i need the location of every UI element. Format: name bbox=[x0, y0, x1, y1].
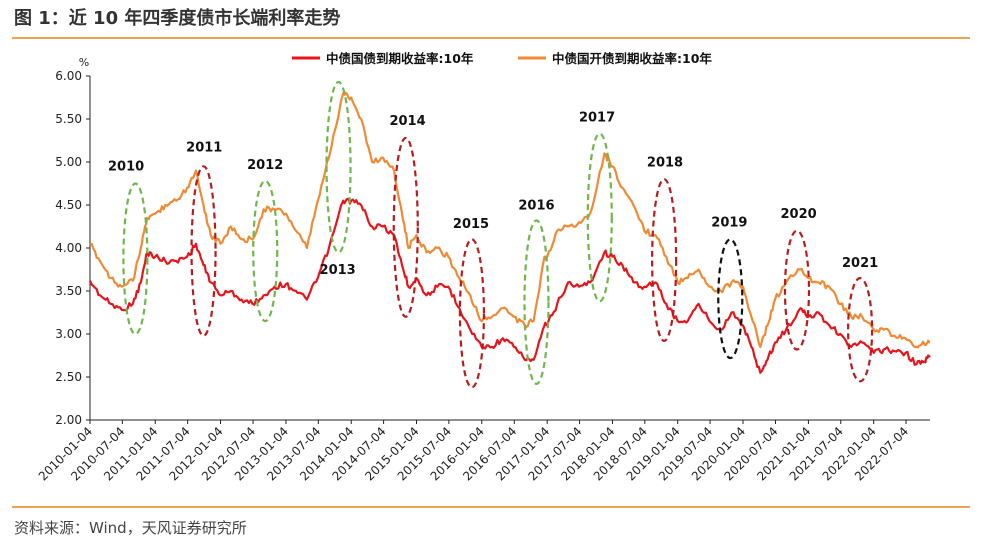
y-tick-label: 5.00 bbox=[55, 155, 82, 169]
annotation-ellipse bbox=[586, 132, 613, 303]
y-tick-label: 6.00 bbox=[55, 69, 82, 83]
annotation-ellipse bbox=[651, 178, 678, 342]
annotation-label: 2021 bbox=[842, 256, 878, 271]
annotation-label: 2018 bbox=[647, 155, 683, 170]
annotation-ellipse bbox=[392, 136, 419, 318]
annotation-label: 2010 bbox=[108, 160, 144, 175]
annotation-ellipse bbox=[717, 238, 744, 360]
source-rule bbox=[12, 506, 970, 508]
annotation-ellipse bbox=[783, 229, 811, 351]
y-tick-label: 2.50 bbox=[55, 370, 82, 384]
annotation-label: 2016 bbox=[518, 198, 554, 213]
series-line-treasury-10y bbox=[88, 197, 931, 374]
y-tick-label: 3.00 bbox=[55, 327, 82, 341]
annotation-label: 2019 bbox=[711, 216, 747, 231]
annotation-label: 2011 bbox=[186, 141, 222, 156]
y-tick-label: 2.00 bbox=[55, 413, 82, 427]
y-tick-label: 3.50 bbox=[55, 284, 82, 298]
annotation-ellipse bbox=[190, 165, 217, 337]
y-tick-label: 5.50 bbox=[55, 112, 82, 126]
annotation-label: 2014 bbox=[389, 114, 425, 129]
annotation-label: 2020 bbox=[780, 207, 816, 222]
annotation-ellipse bbox=[846, 277, 874, 383]
annotation-ellipse bbox=[122, 182, 149, 336]
legend-label: 中债国开债到期收益率:10年 bbox=[552, 51, 712, 66]
annotation-ellipse bbox=[458, 238, 486, 389]
annotation-label: 2015 bbox=[453, 217, 489, 232]
annotation-ellipse bbox=[252, 179, 279, 323]
series-line-cdb-10y bbox=[89, 91, 931, 349]
annotation-label: 2012 bbox=[247, 158, 283, 173]
legend-label: 中债国债到期收益率:10年 bbox=[326, 51, 474, 66]
y-tick-label: 4.50 bbox=[55, 198, 82, 212]
annotation-label: 2017 bbox=[579, 111, 615, 126]
annotation-ellipse bbox=[523, 219, 550, 385]
y-axis-unit: % bbox=[79, 56, 89, 69]
title-rule bbox=[12, 37, 970, 39]
y-tick-label: 4.00 bbox=[55, 241, 82, 255]
annotation-ellipse bbox=[325, 80, 352, 254]
source-note: 资料来源：Wind，天风证券研究所 bbox=[14, 519, 247, 537]
figure-title: 图 1：近 10 年四季度债市长端利率走势 bbox=[14, 8, 341, 29]
annotation-label: 2013 bbox=[320, 263, 356, 278]
